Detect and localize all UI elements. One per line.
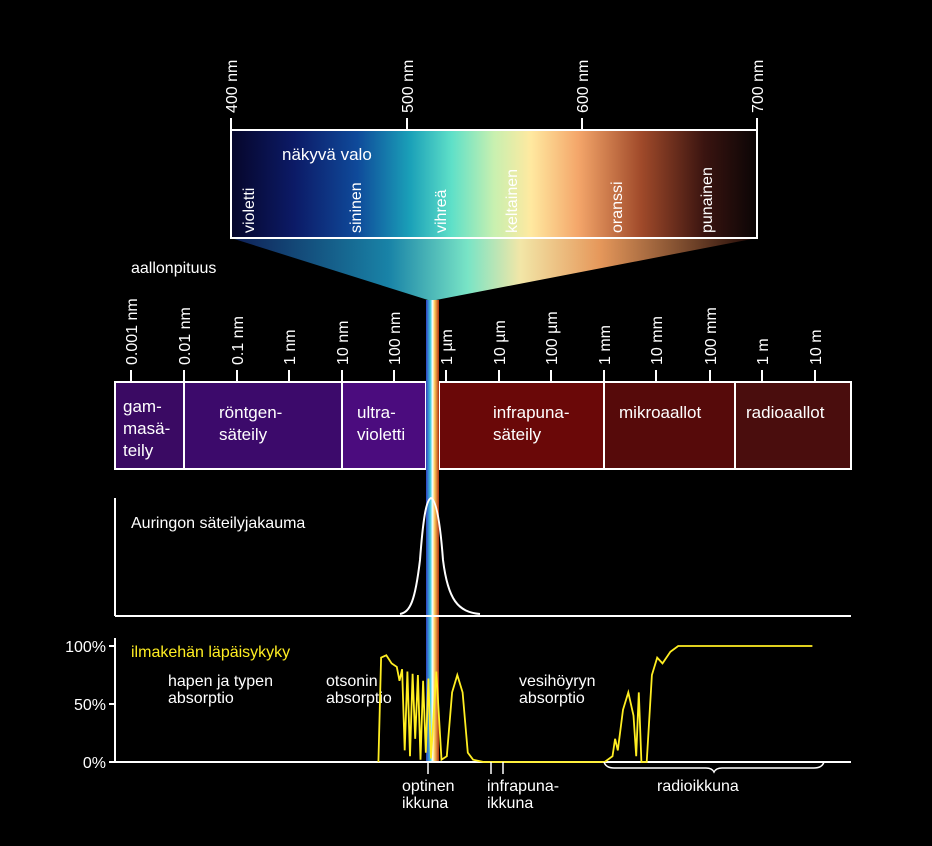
wavelength-tick-label: 10 m [808,329,825,365]
visible-color-label: vihreä [433,189,450,233]
transmission-chart: 100% 50% 0% ilmakehän läpäisykyky hapen ja… [65,638,851,812]
atmospheric-window-label: radioikkuna [657,778,739,795]
atmospheric-window-label: infrapuna- [487,778,559,795]
wavelength-tick-label: 10 mm [649,316,666,365]
visible-spectrum-band [230,129,758,239]
y-tick-label: 0% [83,755,106,772]
wavelength-axis-title: aallonpituus [131,260,216,277]
wavelength-tick-label: 100 nm [387,312,404,365]
region-label: violetti [357,425,405,444]
region-box [603,381,736,470]
region-box [734,381,852,470]
wavelength-tick-label: 0.001 nm [124,298,141,365]
region-label: gam- [123,397,162,416]
wavelength-tick-label: 1 nm [282,329,299,365]
transmission-curve [377,645,813,763]
region-box [114,381,185,470]
region-label: röntgen- [219,403,282,422]
transmission-title: ilmakehän läpäisykyky [131,644,290,661]
absorption-annotation: otsonin [326,673,378,690]
region-label: infrapuna- [493,403,570,422]
visible-tick-label: 400 nm [224,60,241,113]
absorption-annotation: absorptio [519,690,585,707]
absorption-annotation: hapen ja typen [168,673,273,690]
atmospheric-window-label: ikkuna [402,795,448,812]
solar-radiation-title: Auringon säteilyjakauma [131,515,305,532]
region-label: radioaallot [746,403,825,422]
visible-color-label: punainen [699,167,716,233]
visible-tick-label: 500 nm [400,60,417,113]
visible-color-label: keltainen [504,169,521,233]
region-box [183,381,343,470]
solar-radiation-curve [399,496,481,615]
visible-tick-label: 600 nm [575,60,592,113]
visible-light-title: näkyvä valo [282,145,372,164]
visible-color-label: sininen [348,182,365,233]
region-label: mikroaallot [619,403,701,422]
region-label: säteily [219,425,268,444]
wavelength-tick-label: 1 µm [439,329,456,365]
region-label: ultra- [357,403,396,422]
wavelength-tick-label: 0.1 nm [230,316,247,365]
visible-light-beam [231,238,757,300]
wavelength-tick-label: 1 mm [597,325,614,365]
region-label: teily [123,441,154,460]
region-box [341,381,427,470]
wavelength-tick-label: 1 m [755,338,772,365]
visible-color-label: violetti [241,188,258,233]
absorption-annotation: vesihöyryn [519,673,595,690]
wavelength-tick-label: 100 mm [703,307,720,365]
region-label: masä- [123,419,170,438]
radio-window-brace [603,761,825,774]
wavelength-tick-label: 10 µm [492,320,509,365]
wavelength-tick-label: 10 nm [335,321,352,365]
absorption-annotation: absorptio [326,690,392,707]
y-tick-label: 100% [65,639,106,656]
atmospheric-window-label: ikkuna [487,795,533,812]
absorption-annotation: absorptio [168,690,234,707]
atmospheric-window-label: optinen [402,778,455,795]
visible-tick-label: 700 nm [750,60,767,113]
visible-light-stripe [426,300,439,762]
wavelength-tick-label: 0.01 nm [177,307,194,365]
solar-radiation-panel: Auringon säteilyjakauma [114,496,851,617]
wavelength-tick-label: 100 µm [544,311,561,365]
region-label: säteily [493,425,542,444]
y-tick-label: 50% [74,697,106,714]
visible-color-label: oranssi [609,181,626,233]
